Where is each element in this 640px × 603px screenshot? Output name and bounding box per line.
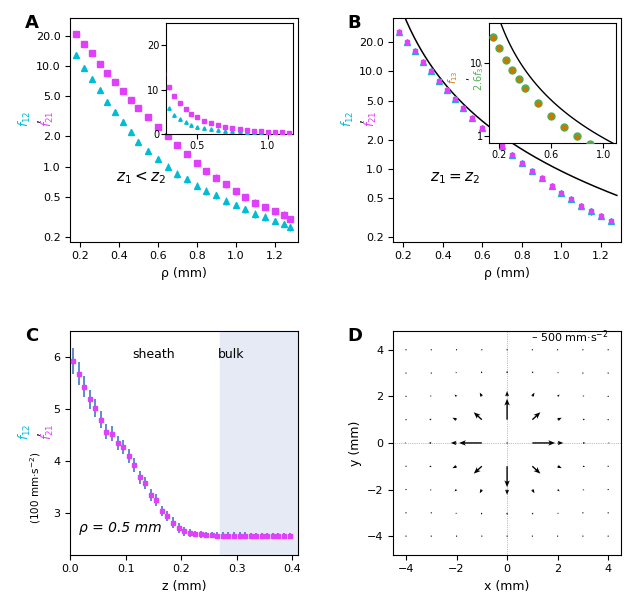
Text: $f_{21}$: $f_{21}$	[40, 423, 56, 440]
Text: bulk: bulk	[218, 348, 244, 361]
Text: $z_1 < z_2$: $z_1 < z_2$	[116, 169, 166, 186]
Text: ,: ,	[353, 115, 365, 123]
Text: (100 mm·s$^{-2}$): (100 mm·s$^{-2}$)	[28, 452, 42, 524]
Text: sheath: sheath	[132, 348, 175, 361]
Bar	[220, 331, 298, 555]
Y-axis label: y (mm): y (mm)	[349, 420, 362, 466]
X-axis label: z (mm): z (mm)	[162, 580, 206, 593]
Text: D: D	[348, 327, 363, 345]
X-axis label: x (mm): x (mm)	[484, 580, 530, 593]
Text: – 500 mm·s$^{-2}$: – 500 mm·s$^{-2}$	[531, 329, 609, 345]
Text: $f_{12}$: $f_{12}$	[340, 110, 356, 127]
X-axis label: ρ (mm): ρ (mm)	[161, 267, 207, 280]
Text: $f_{21}$: $f_{21}$	[40, 110, 56, 127]
Text: A: A	[25, 14, 39, 31]
Text: ρ = 0.5 mm: ρ = 0.5 mm	[79, 522, 162, 535]
Text: $f_{12}$: $f_{12}$	[17, 110, 33, 127]
Text: C: C	[25, 327, 38, 345]
Text: $z_1 = z_2$: $z_1 = z_2$	[429, 170, 479, 186]
Text: $f_{21}$: $f_{21}$	[363, 110, 379, 127]
Text: ,: ,	[30, 115, 43, 123]
X-axis label: ρ (mm): ρ (mm)	[484, 267, 530, 280]
Text: B: B	[348, 14, 362, 31]
Text: ,: ,	[30, 428, 43, 436]
Text: $f_{12}$: $f_{12}$	[17, 423, 33, 440]
